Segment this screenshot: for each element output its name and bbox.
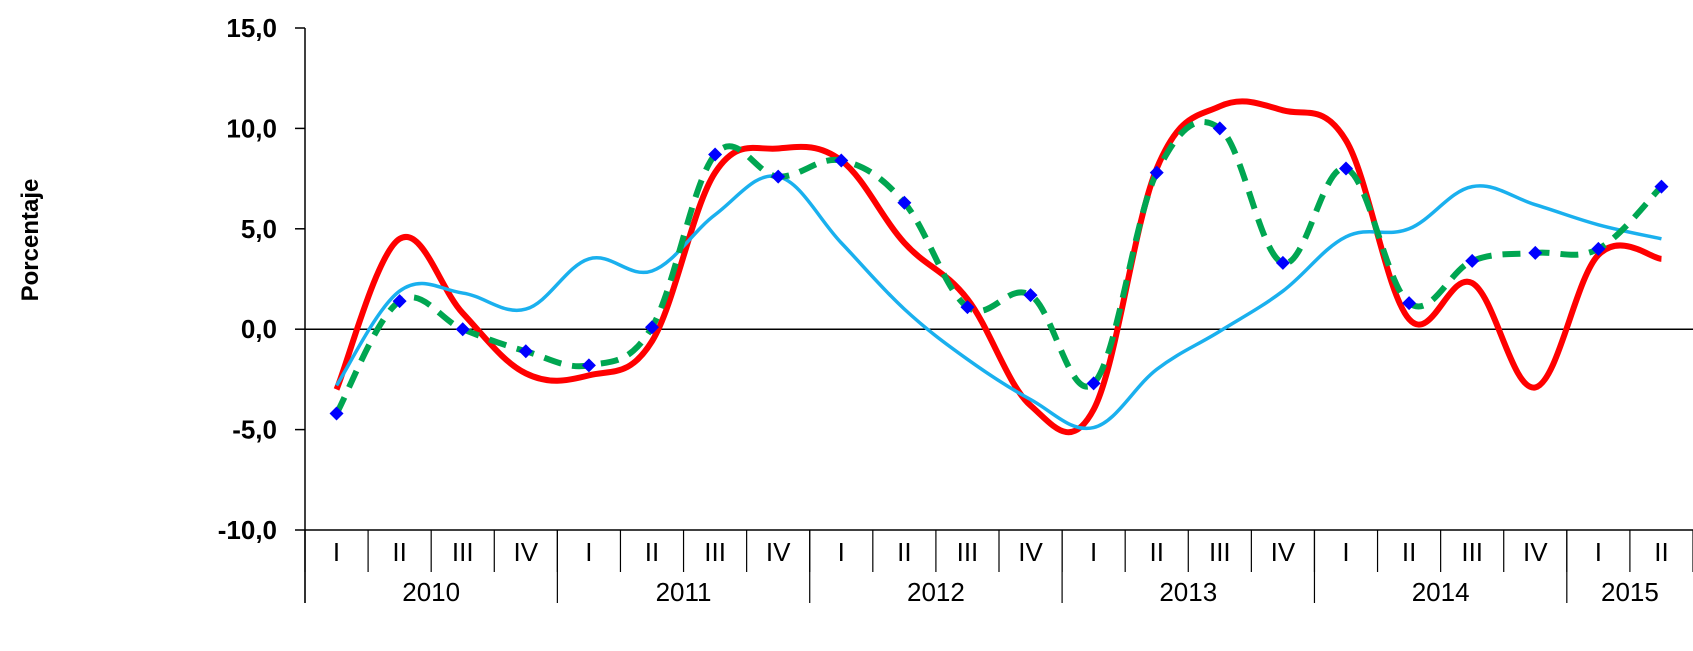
data-point-marker bbox=[960, 300, 975, 315]
x-tick-label: IV bbox=[766, 537, 791, 567]
year-label: 2015 bbox=[1601, 577, 1659, 607]
x-tick-label: I bbox=[1595, 537, 1602, 567]
y-axis-label: Porcentaje bbox=[17, 179, 44, 302]
x-tick-label: III bbox=[957, 537, 979, 567]
data-point-marker bbox=[1023, 288, 1038, 303]
year-label: 2012 bbox=[907, 577, 965, 607]
x-tick-label: IV bbox=[1523, 537, 1548, 567]
x-tick-label: II bbox=[1654, 537, 1668, 567]
x-tick-label: IV bbox=[1271, 537, 1296, 567]
axes-group bbox=[295, 27, 1693, 603]
year-label: 2011 bbox=[656, 577, 712, 607]
x-tick-label: II bbox=[645, 537, 659, 567]
x-tick-label: I bbox=[1342, 537, 1349, 567]
data-point-marker bbox=[1591, 241, 1606, 256]
y-tick-label: 10,0 bbox=[226, 113, 277, 143]
y-tick-label: -10,0 bbox=[218, 515, 277, 545]
data-point-marker bbox=[897, 195, 912, 210]
year-label: 2013 bbox=[1159, 577, 1217, 607]
y-tick-label: -5,0 bbox=[232, 415, 277, 445]
data-point-marker bbox=[1528, 245, 1543, 260]
x-tick-label: IV bbox=[514, 537, 539, 567]
data-point-marker bbox=[708, 147, 723, 162]
data-point-marker bbox=[329, 406, 344, 421]
series-red-line bbox=[333, 98, 1663, 436]
data-point-marker bbox=[1339, 161, 1353, 176]
tick-labels-group: 15,010,05,00,0-5,0-10,0I II III IV I II III IV I… bbox=[218, 13, 1669, 607]
series-green-dashed-line bbox=[333, 118, 1664, 416]
data-point-marker bbox=[1465, 253, 1480, 268]
data-point-marker bbox=[771, 169, 786, 184]
data-point-marker bbox=[645, 320, 659, 335]
x-tick-label: I bbox=[838, 537, 845, 567]
year-label: 2010 bbox=[402, 577, 460, 607]
y-tick-label: 15,0 bbox=[226, 13, 277, 43]
x-tick-label: III bbox=[452, 537, 474, 567]
x-tick-label: I bbox=[1090, 537, 1097, 567]
series-blue-line bbox=[335, 174, 1662, 431]
data-point-marker bbox=[1402, 296, 1417, 311]
data-point-marker bbox=[455, 322, 470, 337]
x-tick-label: IV bbox=[1018, 537, 1043, 567]
x-tick-label: II bbox=[897, 537, 911, 567]
x-tick-label: II bbox=[1150, 537, 1164, 567]
data-point-marker bbox=[1275, 255, 1290, 270]
x-tick-label: I bbox=[333, 537, 340, 567]
x-tick-label: III bbox=[1461, 537, 1483, 567]
data-point-marker bbox=[1654, 179, 1669, 194]
data-point-marker bbox=[1086, 376, 1101, 391]
markers-group bbox=[329, 121, 1669, 421]
y-tick-label: 0,0 bbox=[241, 314, 277, 344]
x-tick-label: II bbox=[392, 537, 406, 567]
x-tick-label: I bbox=[585, 537, 592, 567]
x-tick-label: II bbox=[1402, 537, 1416, 567]
x-tick-label: III bbox=[704, 537, 726, 567]
series-group bbox=[333, 98, 1664, 436]
data-point-marker bbox=[834, 153, 849, 168]
data-point-marker bbox=[518, 344, 533, 359]
data-point-marker bbox=[1212, 121, 1227, 136]
year-label: 2014 bbox=[1412, 577, 1470, 607]
data-point-marker bbox=[581, 358, 596, 373]
y-tick-label: 5,0 bbox=[241, 214, 277, 244]
data-point-marker bbox=[1149, 165, 1164, 180]
data-point-marker bbox=[392, 294, 407, 309]
x-tick-label: III bbox=[1209, 537, 1231, 567]
